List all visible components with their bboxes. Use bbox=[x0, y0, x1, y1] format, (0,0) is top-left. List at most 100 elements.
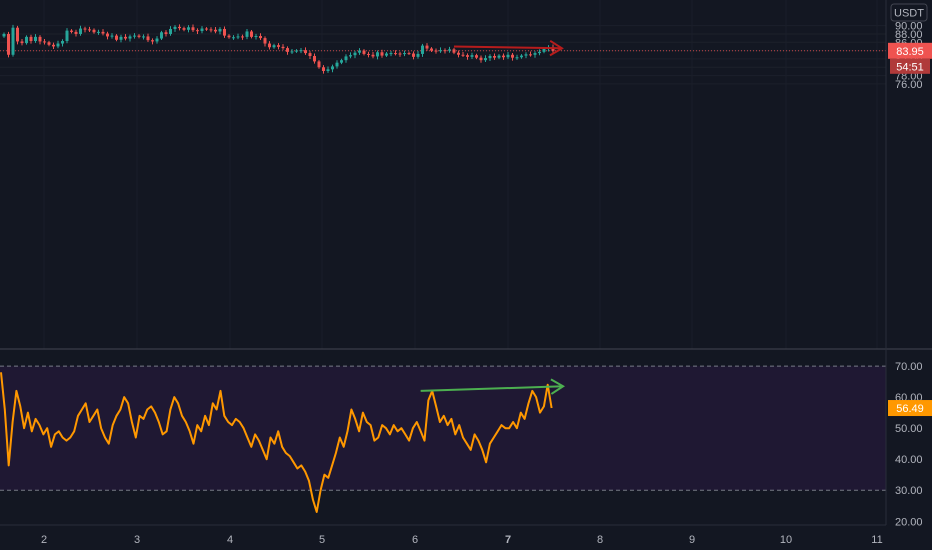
candle[interactable] bbox=[205, 27, 208, 31]
price-pane[interactable] bbox=[0, 0, 886, 349]
candle[interactable] bbox=[470, 52, 474, 60]
candle[interactable] bbox=[254, 33, 258, 40]
candle[interactable] bbox=[43, 38, 46, 45]
candle[interactable] bbox=[124, 34, 127, 41]
candle[interactable] bbox=[286, 46, 289, 55]
rsi-line[interactable] bbox=[0, 372, 553, 513]
candle[interactable] bbox=[349, 52, 352, 59]
candle[interactable] bbox=[452, 47, 456, 55]
candle[interactable] bbox=[398, 51, 402, 57]
candle[interactable] bbox=[70, 29, 73, 34]
candle[interactable] bbox=[380, 49, 384, 58]
candle[interactable] bbox=[475, 53, 478, 60]
candle[interactable] bbox=[164, 30, 168, 37]
candle[interactable] bbox=[421, 43, 424, 57]
candle[interactable] bbox=[200, 26, 204, 34]
candle[interactable] bbox=[155, 36, 159, 44]
candle[interactable] bbox=[56, 40, 60, 49]
candle[interactable] bbox=[128, 34, 132, 42]
candle[interactable] bbox=[16, 25, 19, 45]
candlestick-series[interactable] bbox=[2, 24, 555, 74]
rsi-pane[interactable] bbox=[0, 365, 886, 513]
candle[interactable] bbox=[61, 39, 64, 47]
candle[interactable] bbox=[340, 58, 343, 65]
candle[interactable] bbox=[358, 48, 361, 55]
candle[interactable] bbox=[497, 54, 501, 60]
candle[interactable] bbox=[227, 34, 231, 39]
candle[interactable] bbox=[407, 51, 411, 55]
candle[interactable] bbox=[29, 34, 33, 44]
candle[interactable] bbox=[457, 50, 460, 58]
candle[interactable] bbox=[133, 33, 136, 39]
candle[interactable] bbox=[353, 50, 357, 59]
candle[interactable] bbox=[403, 50, 406, 57]
candle[interactable] bbox=[214, 27, 217, 34]
candle[interactable] bbox=[439, 47, 442, 53]
candle[interactable] bbox=[326, 66, 330, 73]
candle[interactable] bbox=[425, 43, 429, 51]
candle[interactable] bbox=[466, 53, 469, 60]
candle[interactable] bbox=[299, 48, 303, 54]
candle[interactable] bbox=[115, 34, 118, 42]
candle[interactable] bbox=[97, 29, 100, 35]
candle[interactable] bbox=[272, 43, 276, 49]
candle[interactable] bbox=[308, 51, 312, 59]
candle[interactable] bbox=[106, 31, 109, 40]
candle[interactable] bbox=[52, 42, 55, 50]
candle[interactable] bbox=[295, 49, 298, 53]
candle[interactable] bbox=[290, 48, 294, 55]
candle[interactable] bbox=[322, 65, 325, 74]
candle[interactable] bbox=[461, 51, 465, 58]
candle[interactable] bbox=[38, 35, 42, 45]
candle[interactable] bbox=[430, 47, 433, 53]
candle[interactable] bbox=[173, 25, 177, 32]
candle[interactable] bbox=[232, 35, 235, 40]
candle[interactable] bbox=[241, 34, 244, 40]
candle[interactable] bbox=[34, 34, 37, 43]
candle[interactable] bbox=[344, 54, 348, 63]
candle[interactable] bbox=[304, 47, 307, 55]
candle[interactable] bbox=[196, 28, 199, 34]
candle[interactable] bbox=[169, 26, 172, 36]
candle[interactable] bbox=[488, 54, 492, 62]
candle[interactable] bbox=[281, 44, 285, 50]
candle[interactable] bbox=[362, 49, 366, 56]
candle[interactable] bbox=[146, 33, 150, 43]
candle[interactable] bbox=[533, 51, 537, 58]
candle[interactable] bbox=[236, 33, 240, 40]
candle[interactable] bbox=[151, 38, 154, 45]
candle[interactable] bbox=[7, 31, 10, 58]
candle[interactable] bbox=[209, 27, 213, 33]
candle[interactable] bbox=[538, 49, 541, 56]
candle[interactable] bbox=[520, 54, 523, 59]
candle[interactable] bbox=[268, 41, 271, 50]
candle[interactable] bbox=[515, 54, 519, 60]
candle[interactable] bbox=[367, 51, 370, 58]
candle[interactable] bbox=[317, 59, 321, 69]
candle[interactable] bbox=[250, 29, 253, 39]
candle[interactable] bbox=[25, 35, 28, 45]
candle[interactable] bbox=[484, 55, 487, 63]
candle[interactable] bbox=[110, 33, 114, 39]
candle[interactable] bbox=[443, 48, 447, 54]
candle[interactable] bbox=[412, 51, 415, 60]
candle[interactable] bbox=[434, 48, 438, 54]
candle[interactable] bbox=[160, 30, 163, 40]
candle[interactable] bbox=[245, 29, 249, 40]
candle[interactable] bbox=[448, 46, 451, 53]
candle[interactable] bbox=[20, 38, 24, 46]
candle[interactable] bbox=[83, 26, 87, 33]
candle[interactable] bbox=[389, 50, 393, 57]
currency-badge[interactable]: USDT bbox=[890, 3, 928, 22]
candle[interactable] bbox=[92, 28, 96, 34]
candle[interactable] bbox=[187, 25, 190, 33]
candle[interactable] bbox=[79, 25, 82, 36]
candle[interactable] bbox=[65, 28, 69, 44]
candle[interactable] bbox=[74, 29, 78, 37]
candle[interactable] bbox=[259, 33, 262, 40]
candle[interactable] bbox=[47, 40, 51, 47]
candle[interactable] bbox=[313, 53, 316, 64]
candle[interactable] bbox=[142, 34, 145, 40]
